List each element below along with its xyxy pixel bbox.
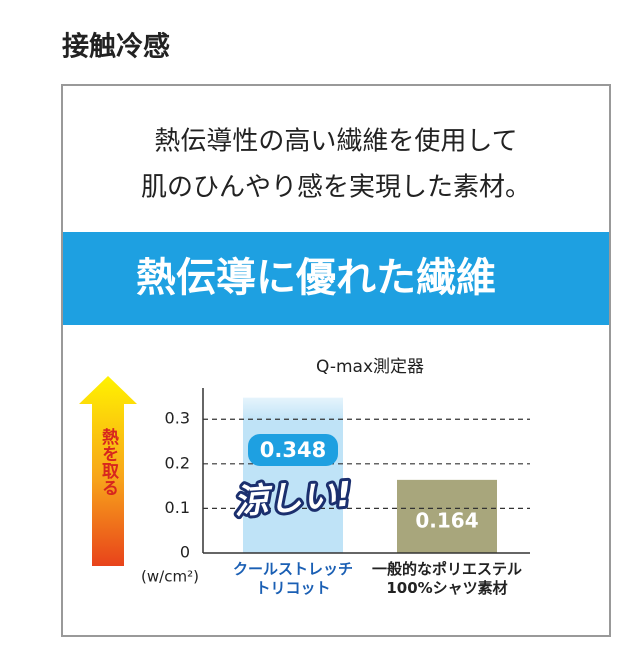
frame — [61, 84, 611, 637]
value-badge — [248, 434, 338, 466]
value-label: 0.348 — [260, 438, 326, 462]
annotation: 涼しい! — [233, 474, 353, 522]
bar-highlight — [243, 397, 343, 553]
value-label: 0.164 — [415, 509, 478, 533]
banner — [63, 232, 609, 325]
arrow-label: 熱を取る — [98, 427, 119, 496]
unit-label: (w/cm²) — [141, 568, 199, 586]
chart-title: Q-max測定器 — [316, 357, 424, 377]
intro-line: 熱伝導性の高い繊維を使用して — [154, 127, 517, 157]
bar — [397, 479, 497, 553]
x-tick-label: クールストレッチ トリコット — [232, 560, 353, 597]
banner-text: 熱伝導に優れた繊維 — [136, 255, 496, 301]
y-tick-label: 0.1 — [165, 498, 190, 517]
heat-arrow — [79, 376, 137, 566]
y-tick-label: 0.2 — [165, 453, 190, 472]
intro-line: 肌のひんやり感を実現した素材。 — [141, 173, 531, 203]
x-tick-label: 一般的なポリエステル 100%シャツ素材 — [371, 560, 522, 597]
y-tick-label: 0.3 — [165, 409, 190, 428]
y-tick-label: 0 — [180, 543, 190, 562]
page-title: 接触冷感 — [62, 31, 170, 63]
